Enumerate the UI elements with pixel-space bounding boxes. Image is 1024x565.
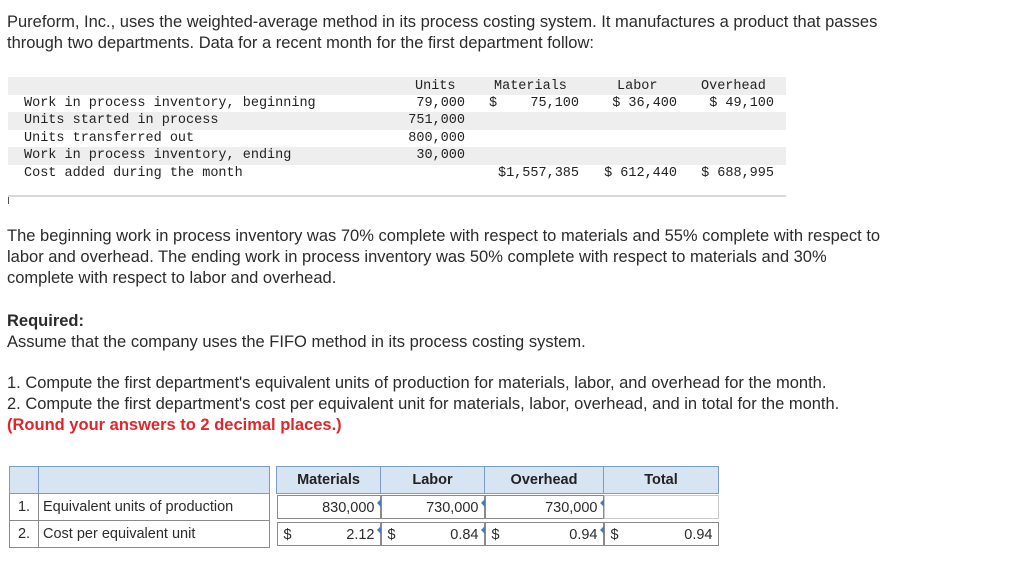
row-overhead: $ 688,995 — [701, 166, 774, 181]
answer-marker — [599, 526, 604, 534]
rounding-note: (Round your answers to 2 decimal places.… — [7, 416, 342, 434]
table-left-tick — [8, 197, 9, 204]
intro-line-2: through two departments. Data for a rece… — [7, 34, 594, 52]
cell-value: 0.84 — [450, 527, 479, 543]
answer-marker — [480, 526, 485, 534]
answer-header-labor: Labor — [380, 466, 485, 494]
row-materials: 75,100 — [530, 96, 579, 111]
answer-header-overhead: Overhead — [484, 466, 604, 494]
dollar-sign: $ — [387, 527, 396, 543]
dollar-sign: $ — [610, 527, 619, 543]
completion-line-1: The beginning work in process inventory … — [7, 227, 881, 245]
answer-marker — [376, 526, 381, 534]
row-materials-dollar: $ — [489, 96, 498, 111]
required-section: Required: Assume that the company uses t… — [7, 311, 586, 353]
answer-header-materials: Materials — [276, 466, 381, 494]
completion-line-2: labor and overhead. The ending work in p… — [7, 248, 827, 266]
row-label: Units transferred out — [24, 131, 195, 146]
cost-per-unit-total-input[interactable]: $ 0.94 — [603, 522, 719, 546]
dollar-sign: $ — [491, 527, 500, 543]
header-overhead: Overhead — [701, 79, 766, 94]
row-units: 751,000 — [408, 113, 465, 128]
row-label: Cost added during the month — [24, 166, 243, 181]
required-text: Assume that the company uses the FIFO me… — [7, 333, 586, 351]
row-stripe — [8, 112, 786, 130]
intro-paragraph: Pureform, Inc., uses the weighted-averag… — [7, 12, 877, 54]
cell-value: 2.12 — [346, 527, 375, 543]
row-label: Equivalent units of production — [38, 493, 270, 521]
row-stripe — [8, 147, 786, 165]
answer-marker — [376, 499, 381, 508]
table-row: 1. Equivalent units of production 830,00… — [9, 493, 719, 521]
cell-value: 0.94 — [569, 527, 598, 543]
row-overhead: $ 49,100 — [709, 96, 774, 111]
equivalent-units-total-cell — [603, 495, 719, 520]
cost-per-unit-materials-input[interactable]: $ 2.12 — [276, 522, 381, 546]
required-heading: Required: — [7, 312, 85, 330]
question-2: 2. Compute the first department's cost p… — [7, 395, 840, 413]
header-labor: Labor — [617, 79, 658, 94]
row-materials: $1,557,385 — [497, 166, 579, 181]
row-label: Work in process inventory, beginning — [24, 96, 316, 111]
completion-paragraph: The beginning work in process inventory … — [7, 226, 880, 289]
table-bottom-rule — [8, 195, 786, 197]
cell-value: 830,000 — [322, 500, 375, 517]
cell-value: 0.94 — [684, 527, 713, 543]
row-number: 2. — [9, 520, 39, 548]
row-units: 30,000 — [416, 148, 465, 163]
answer-table: Materials Labor Overhead Total 1. Equiva… — [9, 466, 719, 548]
equivalent-units-labor-input[interactable]: 730,000 — [380, 495, 485, 520]
cost-per-unit-labor-input[interactable]: $ 0.84 — [380, 522, 485, 546]
row-label: Cost per equivalent unit — [38, 520, 270, 548]
intro-line-1: Pureform, Inc., uses the weighted-averag… — [7, 13, 878, 31]
answer-marker — [480, 499, 485, 508]
equivalent-units-overhead-input[interactable]: 730,000 — [484, 495, 604, 520]
cost-per-unit-overhead-input[interactable]: $ 0.94 — [484, 522, 604, 546]
header-stripe — [8, 77, 786, 95]
answer-marker — [599, 499, 604, 508]
row-labor: $ 612,440 — [604, 166, 677, 181]
row-number: 1. — [9, 493, 39, 521]
cell-value: 730,000 — [426, 500, 479, 517]
row-label: Work in process inventory, ending — [24, 148, 292, 163]
row-labor: $ 36,400 — [612, 96, 677, 111]
questions-section: 1. Compute the first department's equiva… — [7, 373, 839, 436]
answer-header-total: Total — [603, 466, 719, 494]
table-row: 2. Cost per equivalent unit $ 2.12 $ 0.8… — [9, 520, 719, 548]
completion-line-3: complete with respect to labor and overh… — [7, 269, 337, 287]
row-label: Units started in process — [24, 113, 219, 128]
question-1: 1. Compute the first department's equiva… — [7, 374, 827, 392]
row-units: 800,000 — [408, 131, 465, 146]
cell-value: 730,000 — [545, 500, 598, 517]
dollar-sign: $ — [283, 527, 292, 543]
row-units: 79,000 — [416, 96, 465, 111]
header-units: Units — [415, 79, 456, 94]
equivalent-units-materials-input[interactable]: 830,000 — [276, 495, 381, 520]
header-materials: Materials — [494, 79, 567, 94]
